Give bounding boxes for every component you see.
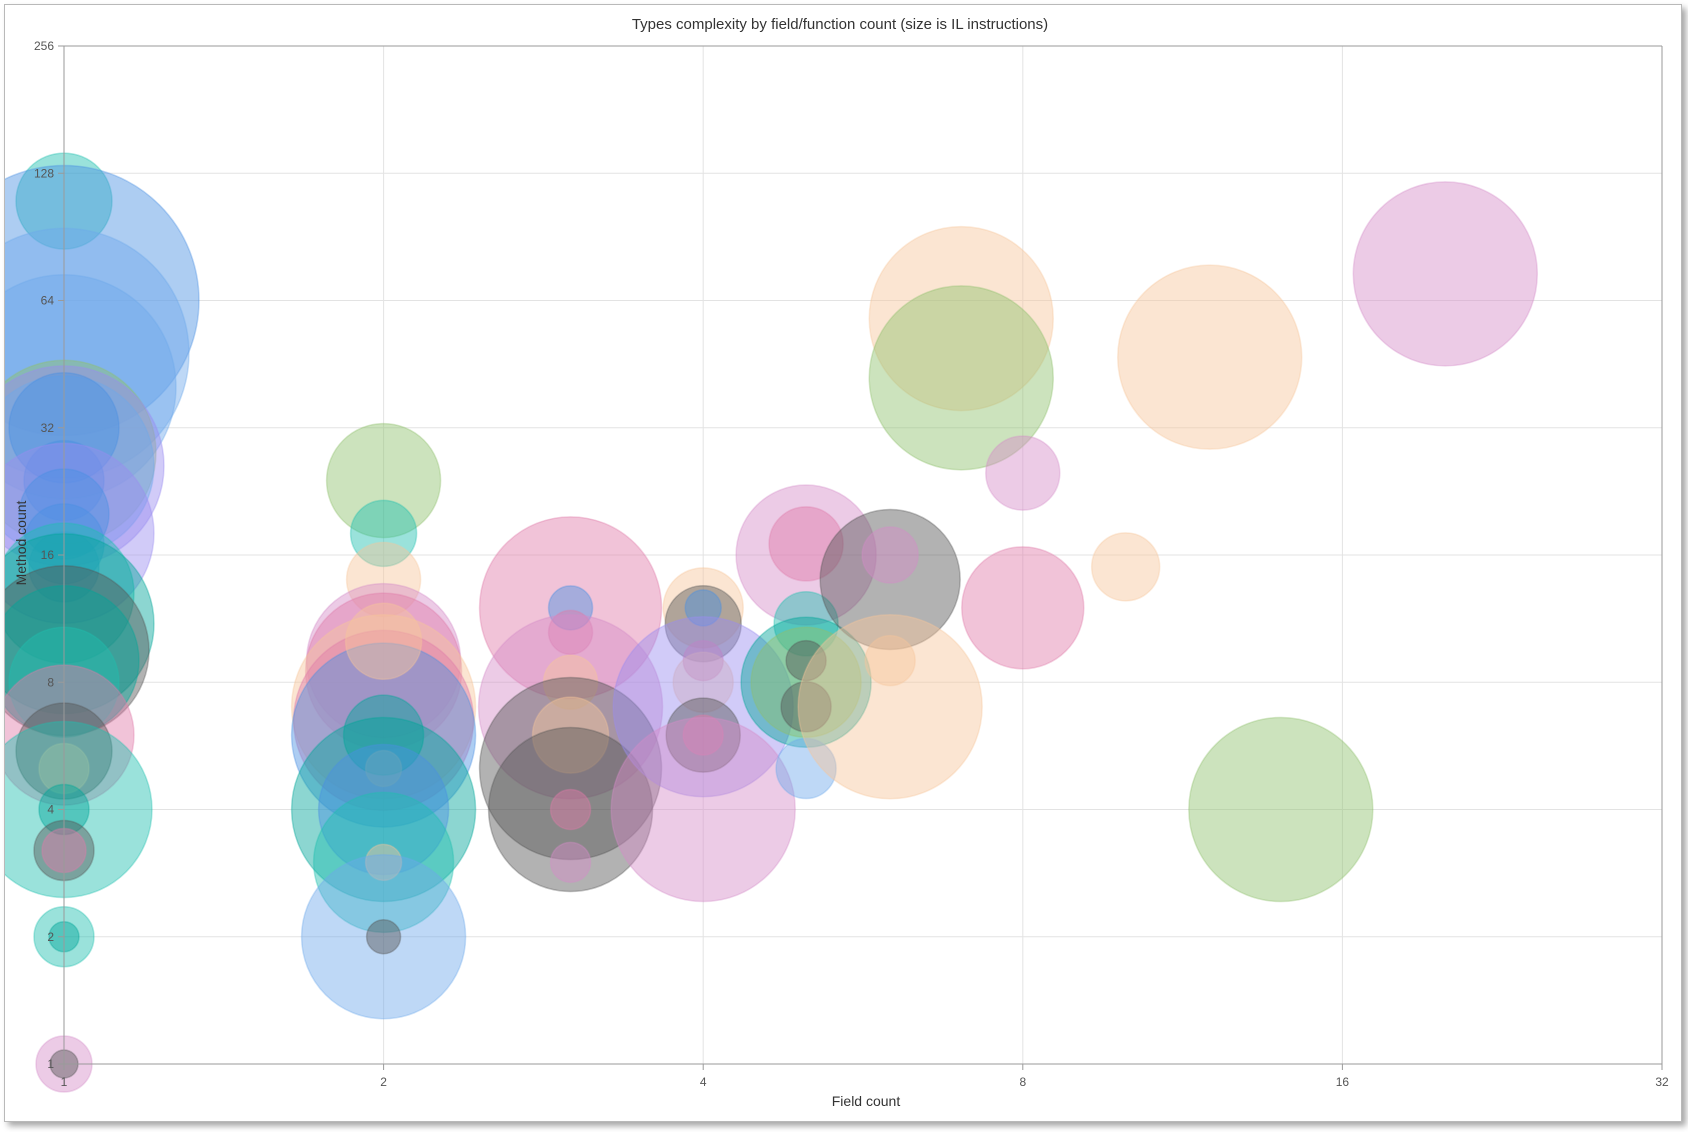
x-tick-label: 32	[1655, 1075, 1669, 1089]
bubble-point[interactable]: 5, 8	[740, 616, 872, 748]
y-tick-label: 1	[47, 1057, 54, 1071]
y-tick-label: 128	[34, 166, 54, 180]
bubble-point[interactable]: 6, 16	[861, 526, 919, 584]
bubble-point[interactable]: 4, 7	[612, 616, 794, 798]
bubble-point[interactable]: 2, 8.5	[304, 592, 463, 750]
y-axis-title: Method count	[13, 500, 29, 585]
bubble-point[interactable]: 3, 4	[549, 788, 592, 831]
bubble-point[interactable]: 3, 6	[531, 696, 610, 774]
y-tick-label: 4	[47, 803, 54, 817]
x-axis-title: Field count	[832, 1093, 901, 1109]
bubble-point[interactable]: 14, 4	[1188, 716, 1374, 903]
x-tick-label: 16	[1336, 1075, 1350, 1089]
bubble-point[interactable]: 2, 4	[290, 716, 477, 903]
y-tick-label: 16	[41, 548, 55, 562]
bubble-point[interactable]: 3, 4	[487, 726, 654, 893]
bubble-point[interactable]: 4, 12	[662, 567, 744, 649]
bubble-point[interactable]: 5, 9	[785, 639, 827, 682]
bubble-point[interactable]: 2, 7	[290, 614, 477, 800]
chart-title: Types complexity by field/function count…	[632, 16, 1048, 33]
y-tick-label: 64	[41, 294, 55, 308]
bubble-point[interactable]: 7, 58	[868, 225, 1054, 412]
chart-frame: 1, 1101, 641, 481, 401, 281, 261, 261, 3…	[4, 4, 1682, 1122]
bubble-point[interactable]: 12, 47	[1117, 264, 1303, 450]
bubble-point[interactable]: 2, 2	[300, 854, 467, 1020]
bubble-point[interactable]: 2, 2	[365, 919, 402, 955]
bubble-point[interactable]: 2, 18	[349, 499, 418, 568]
bubble-point[interactable]: 5, 7	[780, 681, 832, 733]
bubble-point[interactable]: 6, 9	[864, 634, 916, 687]
bubble-point[interactable]: 3, 8	[542, 654, 599, 710]
bubble-point[interactable]: 7, 42	[868, 285, 1054, 471]
bubble-point[interactable]: 2, 6	[290, 642, 477, 828]
bubble-point[interactable]: 3, 3	[549, 841, 592, 884]
bubble-point[interactable]: 4, 6	[665, 697, 741, 773]
x-tick-label: 1	[61, 1075, 68, 1089]
y-tick-label: 256	[34, 39, 54, 53]
bubble-point[interactable]: 2, 6.5	[292, 629, 475, 812]
bubble-point[interactable]: 8, 12	[961, 546, 1085, 670]
bubble-point[interactable]: 20, 74	[1352, 181, 1539, 367]
bubble-point[interactable]: 4, 4	[610, 716, 796, 903]
bubble-point[interactable]: 5, 11	[773, 591, 839, 657]
bubble-point[interactable]: 2, 5	[364, 749, 403, 788]
bubble-point[interactable]: 8, 25	[985, 435, 1061, 511]
bubble-point[interactable]: 2, 10	[344, 602, 423, 681]
bubble-point[interactable]: 4, 6	[682, 714, 724, 756]
bubble-point[interactable]: 6, 14	[819, 508, 961, 651]
bubble-point[interactable]: 3, 5	[478, 676, 663, 861]
bubble-point[interactable]: 2, 3	[364, 843, 403, 882]
bubble-point[interactable]: 6, 7	[797, 614, 983, 800]
bubble-chart: 1, 1101, 641, 481, 401, 281, 261, 261, 3…	[5, 16, 1669, 1109]
bubble-point[interactable]: 2, 9	[305, 582, 462, 739]
y-tick-label: 8	[47, 675, 54, 689]
bubble-point[interactable]: 3, 7	[477, 614, 664, 800]
bubble-point[interactable]: 4, 11	[664, 585, 742, 663]
bubble-point[interactable]: 5, 16	[735, 484, 877, 626]
bubble-point[interactable]: 5, 5	[775, 737, 837, 800]
bubble-point[interactable]: 3, 12	[478, 516, 663, 700]
bubble-point[interactable]: 3, 12	[547, 585, 594, 631]
bubble-point[interactable]: 5, 17	[768, 506, 844, 582]
bubble-point[interactable]: 5, 8	[750, 626, 862, 738]
x-tick-label: 8	[1019, 1075, 1026, 1089]
x-tick-label: 4	[700, 1075, 707, 1089]
bubble-point[interactable]: 4, 9	[682, 639, 724, 682]
bubbles: 1, 1101, 641, 481, 401, 281, 261, 261, 3…	[5, 152, 1539, 1093]
bubble-point[interactable]: 2, 4	[317, 743, 450, 876]
bubble-point[interactable]: 4, 8	[672, 651, 734, 713]
bubble-point[interactable]: 2, 6	[342, 694, 425, 776]
bubble-point[interactable]: 2, 14	[345, 541, 422, 618]
bubble-point[interactable]: 3, 10.5	[547, 609, 594, 656]
y-tick-label: 2	[47, 930, 54, 944]
axes: 1 2 4 8 16 32 1 2 4 8 16 32 64 128 256	[34, 39, 1669, 1089]
bubble-point[interactable]: 2, 24	[325, 422, 442, 539]
bubble-point[interactable]: 4, 12	[684, 589, 722, 627]
x-tick-label: 2	[380, 1075, 387, 1089]
bubble-point[interactable]: 10, 15	[1090, 532, 1161, 602]
y-tick-label: 32	[41, 421, 55, 435]
bubble-point[interactable]: 2, 3	[312, 791, 455, 934]
